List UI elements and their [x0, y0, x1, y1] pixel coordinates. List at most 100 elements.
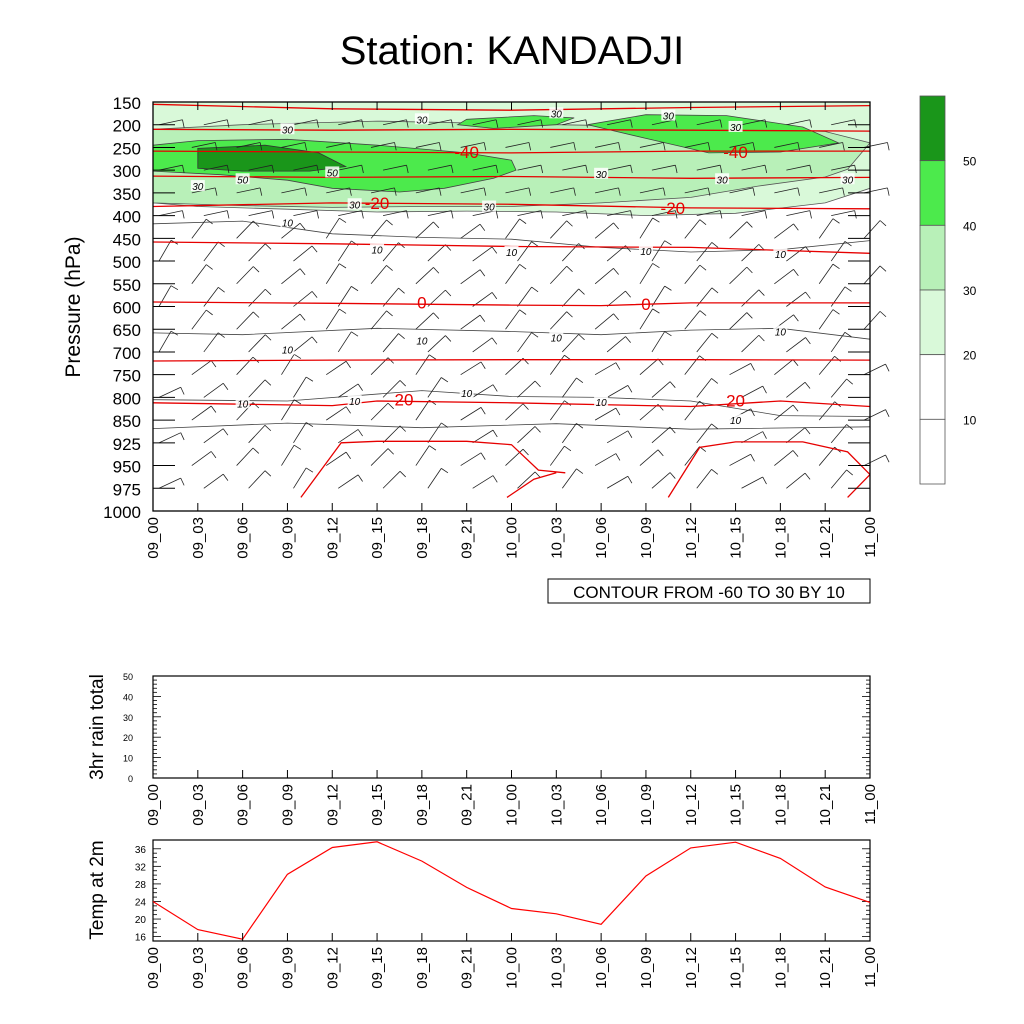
pressure-tick-label: 650 — [113, 321, 141, 340]
wind-barb-flag — [222, 383, 229, 390]
wind-barb — [281, 399, 302, 421]
wind-barb-flag — [564, 445, 572, 452]
colorbar-box — [919, 160, 946, 226]
wind-barb-flag — [265, 288, 272, 296]
wind-barb-staff — [427, 468, 442, 489]
wind-barb — [382, 380, 406, 398]
wind-barb-flag — [386, 310, 393, 317]
wind-barb-staff — [517, 471, 536, 489]
wind-barb-flag — [438, 142, 442, 151]
wind-barb-flag — [519, 264, 527, 270]
wind-barb-staff — [831, 119, 855, 126]
pressure-tick-label: 975 — [113, 480, 141, 499]
wind-barb — [326, 187, 352, 196]
wind-barb — [248, 379, 272, 398]
rain-ytick-label: 30 — [123, 713, 133, 723]
wind-barb-flag — [578, 334, 585, 341]
wind-barb — [191, 360, 217, 375]
wind-barb-staff — [562, 164, 586, 171]
wind-barb-staff — [236, 447, 254, 466]
temperature-contour-label: 0 — [641, 295, 650, 314]
wind-barb-staff — [729, 221, 748, 239]
annotation-box — [547, 578, 871, 604]
wind-barb-flag — [441, 422, 449, 428]
wind-barb-flag — [479, 269, 486, 277]
wind-barb — [382, 210, 409, 219]
xsec-xtick-label: 09_00 — [145, 517, 162, 559]
wind-barb-flag — [445, 335, 452, 342]
contour-label: 10 — [349, 397, 361, 408]
wind-barb-flag — [752, 142, 756, 151]
wind-barb-staff — [236, 311, 254, 330]
wind-barb-staff — [741, 210, 766, 217]
pressure-tick-label: 850 — [113, 412, 141, 431]
wind-barb-flag — [345, 451, 351, 459]
wind-barb-flag — [805, 337, 811, 345]
rain-xtick-label: 09_18 — [414, 784, 431, 826]
wind-barb-staff — [594, 268, 614, 285]
wind-barb-flag — [885, 454, 890, 463]
wind-barb — [293, 245, 318, 262]
temperature-contour-label: -40 — [454, 143, 479, 162]
wind-barb-staff — [293, 245, 313, 262]
wind-barb — [382, 425, 406, 444]
wind-barb — [248, 164, 275, 174]
wind-barb — [606, 475, 633, 489]
wind-barb — [774, 142, 800, 151]
wind-barb-staff — [415, 187, 440, 194]
wind-barb-staff — [729, 312, 748, 330]
wind-barb-staff — [639, 404, 659, 421]
wind-barb-staff — [684, 400, 700, 421]
wind-barb — [696, 469, 719, 489]
wind-barb — [517, 380, 541, 398]
temperature-contour — [152, 128, 871, 132]
wind-barb-flag — [491, 292, 498, 300]
temp-xtick-label: 10_12 — [683, 947, 700, 989]
wind-barb-flag — [495, 165, 499, 174]
wind-barb — [325, 263, 347, 284]
wind-barb-staff — [382, 119, 407, 126]
wind-barb — [293, 422, 314, 444]
wind-barb-flag — [578, 288, 585, 295]
wind-barb-staff — [293, 467, 307, 489]
temperature-contour-surface — [300, 440, 566, 498]
wind-barb-staff — [550, 220, 567, 239]
wind-barb-flag — [357, 474, 363, 482]
wind-barb-flag — [540, 165, 544, 174]
wind-barb — [203, 287, 225, 307]
temperature-contour — [152, 301, 870, 307]
wind-barb-flag — [394, 187, 397, 196]
wind-barb-flag — [663, 187, 666, 196]
wind-barb-staff — [326, 406, 347, 421]
wind-barb — [236, 311, 260, 330]
wind-barb — [203, 428, 229, 444]
wind-barb-flag — [566, 265, 573, 272]
wind-barb — [774, 187, 800, 196]
pressure-tick-label: 550 — [113, 276, 141, 295]
wind-barb-flag — [652, 263, 660, 269]
wind-barb-flag — [398, 287, 405, 294]
wind-barb-flag — [182, 165, 185, 174]
wind-barb-flag — [491, 337, 498, 345]
wind-barb — [203, 382, 229, 398]
contour-label-bg — [482, 200, 497, 212]
temp-xtick-label: 10_00 — [504, 947, 521, 989]
wind-barb-flag — [253, 266, 260, 273]
wind-barb-staff — [818, 263, 834, 285]
wind-barb-flag — [792, 359, 799, 367]
wind-barb-staff — [606, 385, 629, 398]
temperature-contour-label: -20 — [661, 199, 686, 218]
wind-barb — [639, 187, 666, 196]
wind-barb — [863, 220, 887, 239]
wind-barb-staff — [684, 446, 700, 466]
wind-barb-flag — [879, 265, 887, 272]
wind-barb — [863, 409, 890, 421]
wind-barb — [505, 142, 532, 151]
xsec-xtick-label: 09_03 — [190, 517, 207, 559]
contour-label-bg — [594, 395, 609, 407]
wind-barb-staff — [651, 331, 665, 353]
wind-barb — [427, 164, 454, 174]
temperature-contour-surface — [506, 472, 557, 498]
wind-barb-flag — [746, 266, 753, 274]
wind-barb — [863, 363, 890, 376]
